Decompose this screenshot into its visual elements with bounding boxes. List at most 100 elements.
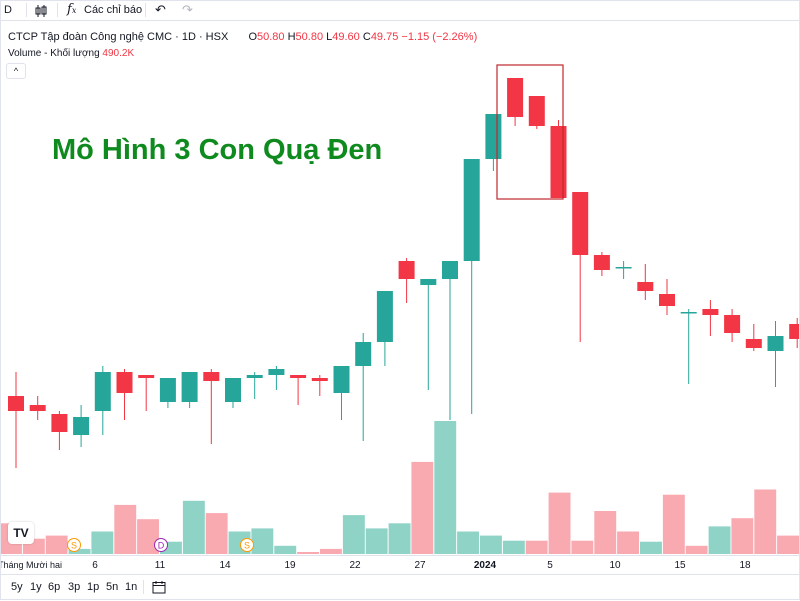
range-5d-button[interactable]: 5n [106,581,119,593]
candle-body [724,315,741,333]
volume-bar [297,552,319,554]
collapse-legend-button[interactable]: ^ [6,63,26,79]
candle-body [659,294,675,306]
volume-bar [571,540,594,554]
volume-bar [640,541,662,554]
volume-bar [754,489,777,554]
volume-bar [411,461,434,554]
candle-body [246,375,263,378]
function-icon[interactable]: fx [67,2,77,17]
undo-icon[interactable]: ↶ [155,2,166,17]
volume-bar [502,540,525,554]
volume-bar [617,531,639,554]
candle-body [73,417,90,435]
volume-bar [594,511,617,554]
volume-bar [731,518,754,554]
volume-bar [91,531,114,554]
candle-body [181,372,198,402]
volume-bar [342,515,365,554]
symbol-legend: CTCP Tập đoàn Công nghệ CMC · 1D · HSX O… [8,31,478,43]
candle-body [550,126,567,198]
time-axis-label: 15 [674,560,686,571]
candle-body [51,414,68,432]
candle-body [203,372,220,381]
range-6m-button[interactable]: 6p [48,581,61,593]
volume-bar [434,421,457,554]
candle-body [528,96,545,126]
time-axis-label: 10 [609,560,621,571]
time-axis-label: Tháng Mười hai [0,560,62,570]
volume-bar [685,545,708,554]
candle-body [745,339,762,348]
time-axis-label: 14 [219,560,231,571]
symbol-button[interactable]: D [4,4,12,16]
tradingview-logo[interactable]: TV [8,522,34,544]
volume-bar [365,528,388,554]
three-black-crows-box [496,64,564,200]
candle-body [355,342,372,366]
candle-body [116,372,133,393]
candle-body [572,192,589,255]
volume-bar [182,500,205,554]
volume-bar [480,535,502,554]
range-3m-button[interactable]: 3p [68,581,81,593]
range-1y-button[interactable]: 1y [30,581,42,593]
volume-bar [45,535,68,554]
candle-body [507,78,524,117]
range-1m-button[interactable]: 1p [87,581,100,593]
volume-bar [388,523,411,554]
goto-date-icon[interactable] [152,575,166,599]
candle-body [268,369,285,375]
candle-body [485,114,502,159]
volume-bar [525,540,548,554]
range-5y-button[interactable]: 5y [11,581,23,593]
time-axis-label: 19 [284,560,296,571]
volume-bar [708,526,731,554]
candle-body [680,312,697,314]
toolbar-divider [26,3,27,17]
candle-body [376,291,393,342]
candle-body [94,372,111,411]
symbol-title[interactable]: CTCP Tập đoàn Công nghệ CMC · 1D · HSX [8,31,229,43]
toolbar-divider [143,580,144,594]
candle-body [159,378,176,402]
candle-body [225,378,241,402]
time-axis-label: 18 [739,560,751,571]
range-bar: 5y 1y 6p 3p 1p 5n 1n [0,574,800,601]
volume-bar [274,545,297,554]
candle-body [138,375,155,378]
candle-body [702,309,719,315]
volume-bar [457,531,479,554]
candle-body [593,255,610,270]
volume-bars [0,421,799,554]
time-axis[interactable]: Tháng Mười hai 6 11 14 19 22 27 2024 5 10 15 18 [0,555,800,574]
volume-bar [662,494,685,554]
candle-body [333,366,350,393]
candle-body [398,261,415,279]
event-marker-label: S [244,541,250,551]
indicators-button[interactable]: Các chỉ báo [84,4,143,16]
volume-bar [548,492,571,554]
candle-body [463,159,480,261]
candle-body [767,336,784,351]
volume-bar [320,548,342,554]
candle-body [290,375,307,378]
time-axis-label: 11 [155,560,166,571]
time-axis-label: 6 [92,560,98,571]
candle-body [789,324,800,339]
event-marker-circle [240,538,254,552]
toolbar-divider [57,3,58,17]
volume-label[interactable]: Volume - Khối lượng [8,48,100,59]
event-marker-circle [154,538,168,552]
candles-icon[interactable] [34,0,48,20]
high-value: 50.80 [295,31,324,43]
volume-value: 490.2K [102,48,135,59]
price-chart[interactable]: S D S [0,0,800,574]
volume-bar [114,504,137,554]
range-1d-button[interactable]: 1n [125,581,138,593]
time-axis-label: 2024 [474,560,497,571]
redo-icon[interactable]: ↷ [182,2,193,17]
volume-bar [777,535,799,554]
volume-bar [251,528,274,554]
candle-body [311,378,328,381]
